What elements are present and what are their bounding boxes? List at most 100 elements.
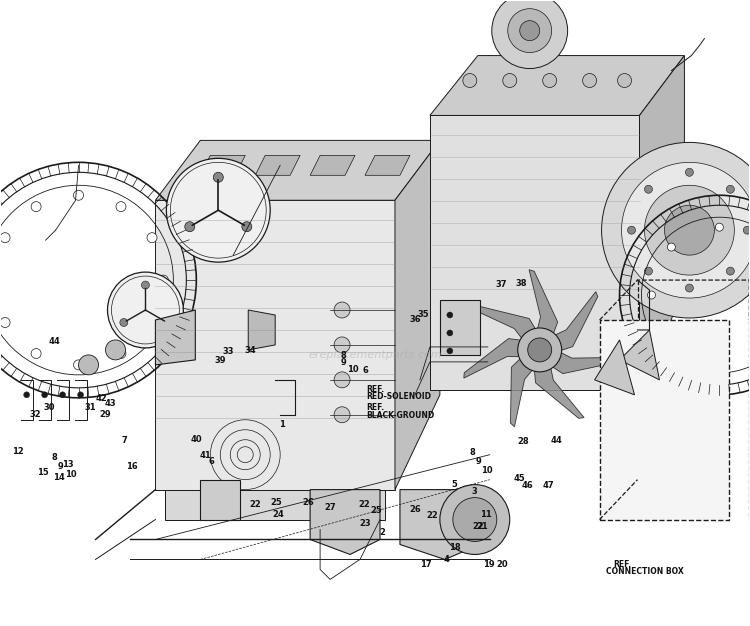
Text: 37: 37 bbox=[495, 280, 506, 289]
Text: 26: 26 bbox=[302, 498, 314, 508]
Text: 22: 22 bbox=[249, 500, 261, 510]
Text: 46: 46 bbox=[521, 481, 532, 490]
Circle shape bbox=[644, 185, 652, 193]
Text: 23: 23 bbox=[359, 519, 371, 528]
Circle shape bbox=[59, 392, 65, 398]
Text: 14: 14 bbox=[53, 473, 65, 483]
Text: 38: 38 bbox=[516, 279, 527, 287]
Circle shape bbox=[743, 226, 750, 234]
Text: 2: 2 bbox=[380, 528, 386, 537]
Polygon shape bbox=[155, 140, 440, 200]
Polygon shape bbox=[166, 490, 385, 520]
Circle shape bbox=[668, 339, 675, 347]
Polygon shape bbox=[255, 155, 300, 175]
Circle shape bbox=[617, 73, 632, 88]
Circle shape bbox=[644, 267, 652, 275]
Circle shape bbox=[24, 392, 30, 398]
Text: 22: 22 bbox=[358, 500, 370, 510]
Circle shape bbox=[242, 222, 252, 232]
Text: 10: 10 bbox=[346, 365, 358, 374]
Polygon shape bbox=[532, 349, 584, 418]
Text: 44: 44 bbox=[550, 436, 562, 445]
Text: 6: 6 bbox=[362, 366, 368, 375]
Polygon shape bbox=[536, 344, 620, 374]
Circle shape bbox=[664, 205, 714, 255]
Text: 34: 34 bbox=[245, 346, 256, 355]
Text: 19: 19 bbox=[483, 560, 494, 568]
Polygon shape bbox=[310, 490, 380, 555]
Text: 9: 9 bbox=[476, 457, 482, 466]
Circle shape bbox=[163, 319, 171, 327]
Text: 16: 16 bbox=[126, 462, 137, 471]
Text: 9: 9 bbox=[340, 359, 346, 367]
Polygon shape bbox=[155, 200, 395, 490]
Text: CONNECTION BOX: CONNECTION BOX bbox=[605, 567, 683, 576]
Circle shape bbox=[0, 317, 10, 327]
Text: 6: 6 bbox=[209, 457, 214, 466]
Text: 44: 44 bbox=[49, 337, 61, 346]
Circle shape bbox=[447, 312, 453, 318]
Text: 4: 4 bbox=[443, 555, 449, 564]
Text: 42: 42 bbox=[95, 394, 107, 403]
Circle shape bbox=[503, 73, 517, 88]
Circle shape bbox=[79, 355, 98, 375]
Text: 29: 29 bbox=[99, 409, 110, 419]
Text: 11: 11 bbox=[480, 510, 492, 518]
Text: BLACK-GROUND: BLACK-GROUND bbox=[366, 411, 434, 420]
Text: 8: 8 bbox=[340, 351, 346, 360]
Circle shape bbox=[583, 73, 596, 88]
Text: 8: 8 bbox=[470, 448, 476, 458]
Polygon shape bbox=[470, 305, 546, 354]
Polygon shape bbox=[537, 292, 598, 357]
Circle shape bbox=[334, 337, 350, 353]
Polygon shape bbox=[395, 140, 440, 490]
Text: 45: 45 bbox=[514, 474, 525, 483]
Circle shape bbox=[453, 498, 497, 541]
Polygon shape bbox=[310, 155, 355, 175]
Text: 28: 28 bbox=[518, 437, 529, 446]
Circle shape bbox=[686, 284, 694, 292]
Circle shape bbox=[32, 202, 41, 212]
Text: 27: 27 bbox=[324, 503, 336, 512]
Circle shape bbox=[116, 202, 126, 212]
Text: 33: 33 bbox=[223, 347, 234, 356]
Circle shape bbox=[716, 359, 723, 367]
Circle shape bbox=[147, 317, 157, 327]
Circle shape bbox=[334, 372, 350, 388]
Text: 3: 3 bbox=[472, 486, 478, 496]
Polygon shape bbox=[595, 340, 634, 395]
Text: 17: 17 bbox=[420, 560, 432, 568]
Text: 35: 35 bbox=[418, 310, 430, 319]
Text: 7: 7 bbox=[122, 436, 127, 445]
Circle shape bbox=[447, 348, 453, 354]
Text: 21: 21 bbox=[476, 522, 488, 531]
Polygon shape bbox=[620, 330, 659, 380]
Circle shape bbox=[0, 233, 10, 243]
Circle shape bbox=[74, 190, 83, 200]
Circle shape bbox=[668, 243, 675, 251]
Text: 22: 22 bbox=[426, 511, 438, 520]
Circle shape bbox=[213, 172, 223, 182]
Circle shape bbox=[77, 392, 83, 398]
Text: 41: 41 bbox=[200, 451, 211, 460]
Circle shape bbox=[463, 73, 477, 88]
Text: 8: 8 bbox=[52, 453, 58, 463]
Text: 39: 39 bbox=[214, 356, 226, 365]
Circle shape bbox=[528, 338, 552, 362]
Text: 9: 9 bbox=[58, 462, 64, 471]
Text: 5: 5 bbox=[452, 480, 458, 489]
Text: 18: 18 bbox=[449, 543, 461, 552]
Polygon shape bbox=[200, 480, 240, 520]
Text: 10: 10 bbox=[65, 470, 77, 479]
Polygon shape bbox=[640, 56, 685, 390]
Text: REF.: REF. bbox=[613, 560, 632, 568]
Circle shape bbox=[508, 9, 552, 53]
Polygon shape bbox=[430, 56, 685, 115]
Circle shape bbox=[492, 0, 568, 68]
Polygon shape bbox=[200, 155, 245, 175]
Text: 24: 24 bbox=[272, 510, 284, 518]
Text: 32: 32 bbox=[29, 409, 41, 419]
Circle shape bbox=[158, 275, 169, 285]
Polygon shape bbox=[365, 155, 410, 175]
Circle shape bbox=[142, 281, 149, 289]
